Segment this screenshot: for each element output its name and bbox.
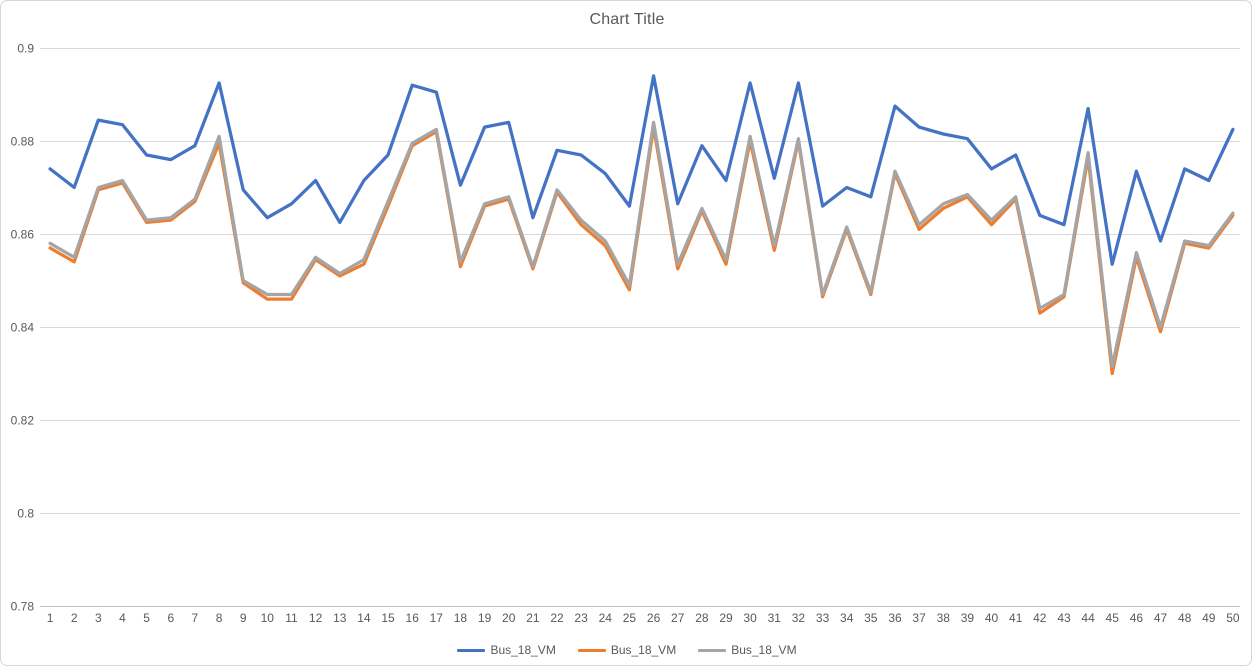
legend-label-series-3: Bus_18_VM [731,643,797,657]
x-axis-tick-label: 18 [454,611,468,625]
x-axis-tick-label: 31 [768,611,782,625]
x-axis-tick-label: 6 [167,611,174,625]
x-axis-tick-label: 13 [333,611,347,625]
x-axis-tick-label: 32 [792,611,806,625]
x-axis-tick-label: 16 [406,611,420,625]
x-axis-tick-label: 29 [719,611,733,625]
x-axis-tick-label: 28 [695,611,709,625]
series-line-orange [48,125,1235,376]
x-axis-tick-label: 23 [574,611,588,625]
x-axis-tick-label: 39 [961,611,975,625]
series-line-blue [48,74,1235,266]
x-axis-tick-label: 36 [888,611,902,625]
x-axis-tick-label: 50 [1226,611,1240,625]
legend-item-series-2[interactable]: Bus_18_VM [577,643,677,657]
x-axis-tick-label: 24 [599,611,613,625]
x-axis-tick-label: 9 [240,611,247,625]
y-axis-tick-label: 0.82 [11,414,35,428]
x-axis-tick-label: 48 [1178,611,1192,625]
x-axis-tick-label: 42 [1033,611,1047,625]
legend: Bus_18_VM Bus_18_VM Bus_18_VM [0,643,1254,657]
x-axis-tick-label: 49 [1202,611,1216,625]
x-axis-tick-label: 27 [671,611,685,625]
x-axis-tick-label: 21 [526,611,540,625]
x-axis-tick-label: 17 [430,611,444,625]
x-axis-tick-label: 8 [216,611,223,625]
x-axis-tick-label: 5 [143,611,150,625]
legend-swatch-blue [457,648,486,652]
legend-label-series-2: Bus_18_VM [610,643,677,657]
x-axis-tick-label: 30 [743,611,757,625]
x-axis-tick-label: 43 [1057,611,1071,625]
x-axis-tick-label: 40 [985,611,999,625]
y-axis-tick-label: 0.84 [11,321,35,335]
legend-swatch-orange [577,648,606,652]
x-axis-tick-label: 15 [381,611,395,625]
x-axis-tick-label: 34 [840,611,854,625]
legend-label-series-1: Bus_18_VM [490,643,556,657]
x-axis-tick-label: 7 [192,611,199,625]
legend-item-series-3[interactable]: Bus_18_VM [698,643,797,657]
x-axis-tick-label: 46 [1130,611,1144,625]
x-axis-tick-label: 22 [550,611,564,625]
x-axis-tick-label: 19 [478,611,492,625]
x-axis-tick-label: 41 [1009,611,1023,625]
legend-swatch-gray [698,648,727,652]
x-axis-tick-label: 12 [309,611,323,625]
x-axis-tick-label: 2 [71,611,78,625]
x-axis-tick-label: 35 [864,611,878,625]
x-axis-tick-label: 10 [261,611,275,625]
x-axis-tick-label: 45 [1106,611,1120,625]
x-axis-tick-label: 20 [502,611,516,625]
x-axis-tick-label: 25 [623,611,637,625]
x-axis-tick-label: 38 [937,611,951,625]
x-axis-tick-label: 11 [285,611,298,625]
y-axis-tick-label: 0.9 [17,42,34,56]
y-axis-tick-label: 0.86 [11,228,35,242]
x-axis-tick-label: 47 [1154,611,1168,625]
x-axis-tick-label: 37 [912,611,926,625]
x-axis-tick-label: 26 [647,611,661,625]
legend-item-series-1[interactable]: Bus_18_VM [457,643,556,657]
x-axis-tick-label: 4 [119,611,126,625]
x-axis-tick-label: 44 [1081,611,1095,625]
y-axis-tick-label: 0.88 [11,135,35,149]
y-axis-tick-label: 0.78 [11,600,35,614]
x-axis-tick-label: 14 [357,611,371,625]
x-axis-tick-label: 33 [816,611,830,625]
x-axis-tick-label: 3 [95,611,102,625]
y-axis-tick-label: 0.8 [17,507,34,521]
x-axis-tick-label: 1 [47,611,54,625]
chart-title: Chart Title [589,11,665,28]
series-line-gray [48,120,1235,369]
